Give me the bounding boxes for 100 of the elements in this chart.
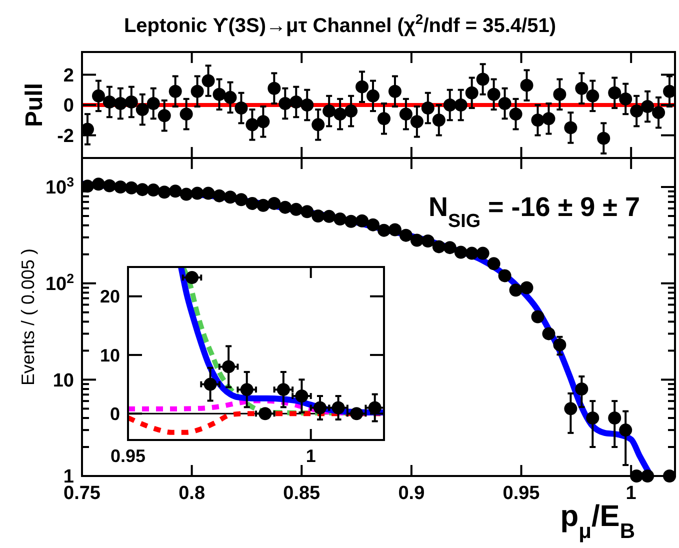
point — [256, 198, 270, 212]
point — [421, 234, 434, 248]
point — [300, 98, 314, 112]
point — [586, 412, 600, 424]
point — [410, 234, 424, 247]
point — [234, 193, 248, 206]
point — [575, 382, 588, 396]
chart-title: Leptonic ϒ(3S)→μτ Channel (χ$^{2}$/ndf = 35.4/51) — [124, 11, 556, 37]
point — [146, 184, 160, 197]
point — [102, 179, 116, 192]
point — [641, 100, 654, 114]
point — [553, 88, 566, 101]
point — [652, 106, 666, 120]
x-tick-label: 0.8 — [178, 483, 206, 504]
point — [608, 412, 622, 424]
y-tick-label: 20 — [100, 286, 120, 307]
point — [290, 202, 303, 216]
point — [498, 269, 512, 282]
point — [114, 180, 127, 194]
point — [564, 402, 578, 416]
point — [498, 96, 512, 110]
x-tick-label: 0.95 — [110, 446, 146, 466]
point — [258, 407, 272, 420]
point — [246, 196, 259, 210]
x-tick-label: 0.85 — [283, 483, 321, 504]
point — [202, 74, 215, 88]
y-tick-label: -2 — [57, 126, 74, 147]
point — [377, 112, 390, 126]
point — [224, 90, 237, 104]
point — [256, 115, 270, 128]
x-tick-label: 0.95 — [502, 483, 540, 504]
point — [597, 132, 610, 145]
point — [278, 96, 292, 110]
point — [377, 224, 390, 237]
point — [465, 86, 478, 100]
point — [443, 241, 456, 254]
point — [124, 181, 138, 194]
point — [399, 108, 412, 121]
point — [168, 84, 182, 98]
point — [399, 228, 412, 242]
point — [276, 383, 290, 396]
point — [334, 212, 347, 226]
point — [421, 102, 434, 115]
point — [158, 109, 171, 122]
y-axis-title: Events / ( 0.005 ) — [18, 248, 38, 386]
point — [476, 72, 490, 86]
point — [520, 78, 534, 92]
point — [520, 281, 534, 294]
point — [312, 210, 325, 222]
point — [168, 184, 182, 198]
point — [586, 89, 600, 102]
point — [322, 104, 336, 118]
point — [487, 88, 500, 101]
point — [432, 114, 446, 127]
point — [290, 95, 303, 108]
point — [344, 104, 358, 118]
point — [322, 210, 336, 223]
point — [212, 88, 226, 101]
point — [366, 89, 380, 102]
point — [388, 223, 402, 236]
point — [531, 310, 544, 324]
point — [202, 186, 215, 200]
point — [476, 246, 490, 260]
point — [295, 390, 308, 403]
point — [268, 82, 281, 95]
x-tick-label: 0.9 — [398, 483, 425, 504]
point — [356, 80, 369, 94]
point — [212, 189, 226, 202]
point — [619, 424, 632, 437]
point — [531, 114, 544, 127]
point — [158, 186, 171, 199]
y-tick-label: 10 — [100, 345, 120, 366]
point — [356, 214, 369, 228]
point — [575, 82, 588, 95]
point — [350, 407, 364, 420]
point — [608, 86, 622, 100]
point — [190, 186, 204, 200]
point — [124, 95, 138, 108]
point — [186, 271, 198, 284]
point — [312, 118, 325, 132]
point — [542, 112, 556, 126]
point — [443, 98, 456, 112]
y-tick-label: 2 — [63, 65, 74, 86]
point — [136, 103, 149, 116]
point — [246, 118, 259, 132]
point — [102, 95, 116, 108]
point — [204, 378, 217, 391]
y-tick-label: 10$^{3}$ — [45, 174, 74, 199]
point — [190, 84, 204, 98]
point — [146, 96, 160, 110]
point — [553, 338, 566, 352]
point — [224, 190, 237, 204]
point — [564, 121, 578, 134]
point — [300, 205, 314, 218]
point — [410, 115, 424, 128]
point — [619, 92, 632, 106]
point — [509, 108, 522, 121]
y-tick-label: 10 — [52, 370, 74, 392]
point — [454, 98, 468, 112]
x-tick-label: 0.75 — [64, 483, 101, 504]
